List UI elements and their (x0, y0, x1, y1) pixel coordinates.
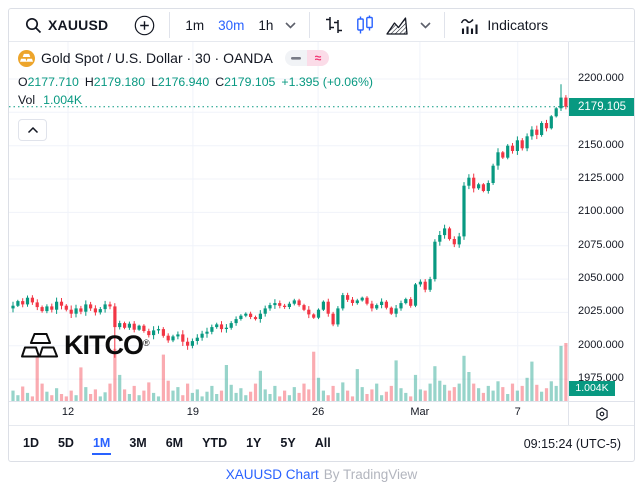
price-axis-label: 2100.000 (578, 205, 624, 218)
kitco-watermark-text: KITCO® (64, 330, 150, 360)
range-button-3M[interactable]: 3M (129, 435, 147, 450)
chart-style-candles-button[interactable] (350, 11, 380, 39)
price-axis[interactable]: 1975.000 2000.000 2025.000 2050.000 2075.000… (568, 42, 634, 401)
time-axis-label: 7 (514, 406, 521, 418)
market-status-pills: ≈ (284, 50, 329, 66)
ohlc-values: O2177.710 H2179.180 L2176.940 C2179.105 +1.3… (18, 75, 373, 89)
symbol-search-button[interactable]: XAUUSD (19, 14, 114, 37)
price-axis-label: 2075.000 (578, 238, 624, 251)
chart-style-bars-button[interactable] (318, 11, 350, 39)
kitco-ingots-icon (21, 332, 59, 359)
chevron-down-icon (285, 21, 296, 29)
toolbar-divider (444, 12, 446, 38)
current-price-badge: 2179.105 (569, 98, 634, 116)
current-volume-badge: 1.004K (569, 381, 615, 396)
collapse-legend-button[interactable] (18, 119, 47, 141)
range-button-All[interactable]: All (314, 435, 331, 450)
chevron-down-icon (420, 21, 431, 29)
range-button-1D[interactable]: 1D (23, 435, 39, 450)
market-status-minus-pill[interactable] (284, 50, 307, 66)
price-axis-label: 2025.000 (578, 305, 624, 318)
interval-button-1h[interactable]: 1h (258, 17, 274, 33)
price-change: +1.395 (+0.06%) (281, 75, 373, 89)
time-axis-label: Mar (410, 406, 430, 418)
toolbar-divider (309, 12, 311, 38)
price-axis-label: 2050.000 (578, 272, 624, 285)
price-axis-label: 2150.000 (578, 138, 624, 151)
footer-symbol-link[interactable]: XAUUSD Chart (225, 467, 319, 482)
range-button-5D[interactable]: 5D (57, 435, 74, 450)
price-chart-svg (9, 42, 568, 401)
indicators-icon (459, 15, 481, 35)
range-button-5Y[interactable]: 5Y (280, 435, 296, 450)
time-axis-label: 26 (312, 406, 325, 418)
tradingview-chart-widget: XAUUSD 1m 30m 1h (8, 8, 635, 462)
price-axis-label: 2125.000 (578, 172, 624, 184)
time-axis-strip[interactable]: 12 19 26 Mar 7 (9, 402, 568, 425)
plus-circle-icon (133, 14, 156, 37)
toolbar-divider (169, 12, 171, 38)
time-axis-label: 19 (186, 406, 200, 418)
attribution-footer: XAUUSD Chart By TradingView (0, 467, 643, 482)
interval-menu-button[interactable] (280, 19, 301, 32)
time-axis: 12 19 26 Mar 7 (9, 401, 634, 425)
symbol-title[interactable]: Gold Spot / U.S. Dollar · 30 · OANDA (41, 50, 273, 66)
search-icon (25, 17, 42, 34)
indicators-button[interactable]: Indicators (453, 12, 554, 38)
area-style-icon (385, 14, 410, 37)
range-button-1M[interactable]: 1M (91, 434, 112, 455)
bars-style-icon (323, 14, 345, 36)
volume-value: 1.004K (43, 93, 83, 107)
chart-area: KITCO® Gold Spot / U.S. Dollar · 30 · OA… (9, 42, 634, 401)
range-button-YTD[interactable]: YTD (202, 435, 228, 450)
symbol-legend: Gold Spot / U.S. Dollar · 30 · OANDA ≈ O… (18, 48, 373, 107)
timezone-clock[interactable]: 09:15:24 (UTC-5) (523, 437, 621, 451)
price-axis-label: 2200.000 (578, 71, 624, 84)
indicators-label: Indicators (487, 17, 549, 33)
style-menu-button[interactable] (415, 19, 436, 32)
range-buttons: 1D 5D 1M 3M 6M YTD 1Y 5Y All (22, 434, 349, 455)
compare-add-button[interactable] (128, 11, 161, 40)
market-status-approx-pill[interactable]: ≈ (306, 50, 329, 66)
price-axis-label: 2000.000 (578, 338, 624, 351)
range-button-1Y[interactable]: 1Y (246, 435, 262, 450)
interval-button-1m[interactable]: 1m (185, 17, 205, 33)
top-toolbar: XAUUSD 1m 30m 1h (9, 9, 634, 42)
symbol-name: XAUUSD (48, 17, 109, 33)
time-axis-label: 12 (61, 406, 75, 418)
interval-buttons: 1m 30m 1h (178, 15, 280, 36)
settings-gear-icon[interactable] (594, 406, 610, 422)
range-toolbar: 1D 5D 1M 3M 6M YTD 1Y 5Y All 09:15:24 (UTC-5) (9, 425, 634, 461)
price-chart-pane[interactable]: KITCO® Gold Spot / U.S. Dollar · 30 · OA… (9, 42, 568, 401)
minus-icon (290, 56, 301, 60)
kitco-watermark: KITCO® (21, 330, 150, 360)
gold-symbol-icon (18, 49, 35, 67)
volume-row: Vol 1.004K (18, 93, 83, 107)
footer-attribution: By TradingView (323, 467, 418, 482)
axis-settings-corner (568, 402, 634, 425)
interval-button-30m[interactable]: 30m (218, 17, 245, 33)
chart-style-area-button[interactable] (380, 11, 415, 40)
candles-style-icon (355, 14, 375, 36)
chevron-up-icon (27, 126, 39, 134)
range-button-6M[interactable]: 6M (165, 435, 184, 450)
